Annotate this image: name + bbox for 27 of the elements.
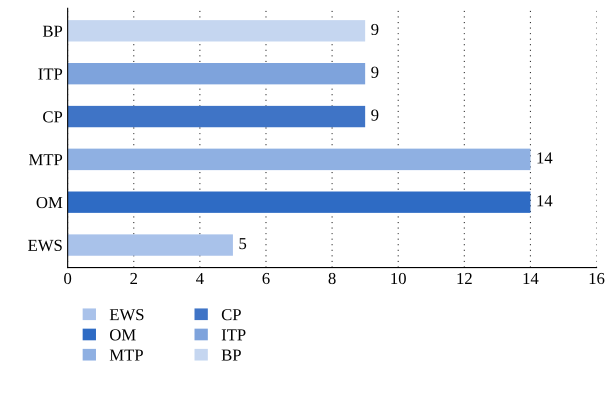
y-tick-label: EWS	[28, 240, 62, 252]
legend-label: MTP	[110, 350, 143, 361]
x-tick-label: 16	[590, 272, 604, 284]
legend-label: ITP	[222, 329, 246, 340]
y-tick-label: OM	[36, 196, 62, 208]
y-tick-label: ITP	[38, 68, 62, 80]
x-tick-label: 10	[391, 272, 406, 284]
x-tick-label: 0	[64, 272, 72, 284]
data-label: 5	[239, 238, 246, 250]
legend-label: CP	[222, 309, 241, 320]
legend-label: EWS	[110, 309, 144, 320]
data-label: 9	[371, 24, 378, 36]
x-tick-label: 4	[196, 272, 204, 284]
data-label: 14	[537, 195, 552, 206]
y-tick-label: MTP	[29, 154, 62, 166]
x-tick-label: 2	[130, 272, 138, 284]
legend-label: BP	[222, 350, 241, 361]
x-tick-label: 14	[524, 272, 539, 284]
data-label: 9	[371, 66, 378, 78]
x-tick-label: 6	[262, 272, 270, 284]
legend-label: OM	[110, 329, 136, 340]
x-tick-label: 12	[457, 272, 472, 284]
data-label: 9	[371, 109, 378, 121]
y-tick-label: BP	[42, 26, 62, 37]
data-label: 14	[537, 152, 552, 164]
y-tick-label: CP	[43, 111, 62, 122]
x-tick-label: 8	[328, 272, 336, 284]
